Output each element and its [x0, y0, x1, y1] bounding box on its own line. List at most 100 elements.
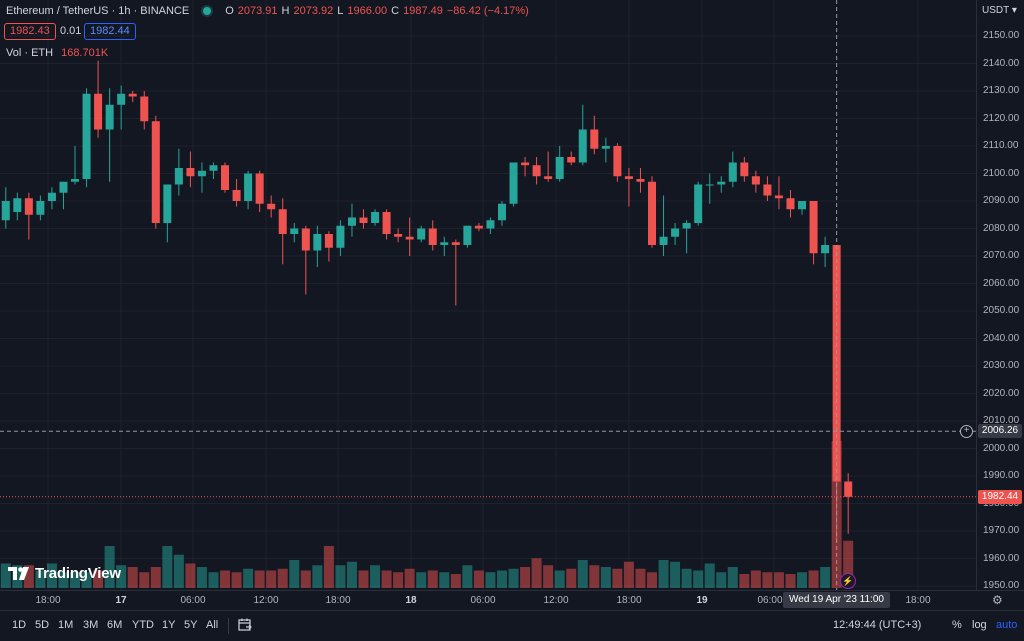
- candle-body: [763, 184, 772, 196]
- sell-price-button[interactable]: 1982.43: [4, 23, 56, 40]
- volume-bar: [658, 560, 669, 588]
- volume-bar: [381, 570, 392, 588]
- volume-bar: [739, 574, 750, 588]
- high-label: H: [281, 5, 290, 17]
- range-button-1m[interactable]: 1M: [58, 619, 74, 631]
- candle-body: [394, 234, 403, 237]
- candle-body: [659, 236, 668, 245]
- volume-bar: [600, 567, 611, 588]
- time-tick-label: 18: [405, 595, 417, 606]
- price-tick-label: 2150.00: [983, 30, 1020, 41]
- range-button-3m[interactable]: 3M: [83, 619, 99, 631]
- price-tick-label: 2140.00: [983, 57, 1020, 69]
- bottom-toolbar: 1D 5D 1M 3M 6M YTD 1Y 5Y All 12:49:44 (UTC+3) % …: [0, 610, 1024, 641]
- volume-bar: [58, 572, 69, 588]
- volume-bar: [635, 568, 646, 588]
- candle-body: [382, 212, 391, 234]
- volume-bar: [681, 568, 692, 588]
- log-scale-button[interactable]: log: [972, 619, 987, 631]
- price-axis[interactable]: USDT ▾ 2150.00 2140.00 2130.00 2120.00 2110.…: [976, 0, 1024, 591]
- percent-scale-button[interactable]: %: [952, 619, 962, 631]
- buy-price-button[interactable]: 1982.44: [84, 23, 136, 40]
- volume-bar: [427, 570, 438, 588]
- volume-bar: [81, 572, 92, 588]
- auto-scale-button[interactable]: auto: [996, 619, 1018, 631]
- volume-bar: [346, 561, 357, 588]
- candle-body: [278, 209, 287, 234]
- candle-body: [532, 165, 541, 177]
- time-axis[interactable]: 18:00 17 06:00 12:00 18:00 18 06:00 12:00 18:00 1…: [0, 590, 1024, 611]
- time-tick-label: 19: [696, 595, 708, 606]
- volume-bar: [554, 570, 565, 588]
- close-label: C: [391, 5, 400, 17]
- candle-body: [648, 181, 657, 245]
- timezone-clock[interactable]: 12:49:44 (UTC+3): [833, 619, 922, 631]
- candle-body: [255, 173, 264, 204]
- volume-bar: [370, 565, 381, 588]
- volume-bar: [70, 572, 81, 588]
- range-button-all[interactable]: All: [206, 619, 219, 631]
- chart-area[interactable]: Ethereum / TetherUS · 1h · BINANCE O 2073…: [0, 0, 976, 590]
- candle-body: [497, 203, 506, 221]
- range-button-6m[interactable]: 6M: [107, 619, 123, 631]
- volume-bar: [566, 568, 577, 588]
- symbol-title[interactable]: Ethereum / TetherUS · 1h · BINANCE: [6, 5, 190, 17]
- volume-bar: [693, 570, 704, 588]
- volume-bar: [289, 560, 300, 588]
- candle-body: [798, 201, 807, 210]
- volume-bar: [612, 568, 623, 588]
- candle-body: [509, 162, 518, 204]
- volume-bar: [473, 570, 484, 588]
- range-button-ytd[interactable]: YTD: [132, 619, 154, 631]
- candle-body: [221, 165, 230, 190]
- tradingview-logo[interactable]: TradingView: [8, 565, 121, 582]
- volume-bar: [416, 572, 427, 588]
- lightning-icon[interactable]: ⚡: [840, 573, 856, 589]
- candle-body: [82, 93, 91, 179]
- volume-bar: [358, 570, 369, 588]
- volume-bar: [254, 570, 265, 588]
- gear-icon[interactable]: ⚙: [992, 593, 1003, 607]
- candle-body: [371, 212, 380, 223]
- open-label: O: [225, 5, 234, 17]
- candle-body: [740, 162, 749, 177]
- volume-bar: [243, 568, 254, 588]
- price-tick-label: 2050.00: [983, 305, 1020, 316]
- calendar-goto-icon[interactable]: [238, 618, 252, 632]
- candle-body: [128, 93, 137, 97]
- time-tick-label: 12:00: [543, 595, 569, 606]
- volume-bar: [277, 568, 288, 588]
- currency-label[interactable]: USDT ▾: [982, 5, 1017, 16]
- price-tick-label: 1970.00: [983, 525, 1020, 536]
- volume-label[interactable]: Vol · ETH: [6, 47, 54, 59]
- price-chart[interactable]: [0, 0, 976, 590]
- candle-body: [567, 157, 576, 163]
- candle-body: [336, 225, 345, 248]
- candle-body: [151, 121, 160, 223]
- price-tick-label: 2100.00: [983, 167, 1020, 179]
- volume-bar: [462, 565, 473, 588]
- volume-bar: [104, 546, 115, 588]
- candle-body: [728, 162, 737, 182]
- price-tick-label: 2020.00: [983, 387, 1020, 399]
- crosshair-time-badge: Wed 19 Apr '23 11:00: [783, 592, 890, 608]
- price-tick-label: 2080.00: [983, 222, 1020, 234]
- volume-bar: [266, 570, 277, 588]
- candle-body: [174, 168, 183, 185]
- candle-body: [705, 184, 714, 186]
- candle-body: [590, 129, 599, 149]
- range-button-1y[interactable]: 1Y: [162, 619, 176, 631]
- candle-body: [71, 179, 80, 182]
- add-plus-icon[interactable]: +: [960, 425, 973, 439]
- candle-body: [463, 225, 472, 245]
- candle-body: [717, 181, 726, 185]
- volume-bar: [450, 574, 461, 588]
- range-button-1d[interactable]: 1D: [12, 619, 27, 631]
- range-button-5d[interactable]: 5D: [35, 619, 50, 631]
- price-tick-label: 2040.00: [983, 332, 1020, 344]
- volume-bar: [496, 570, 507, 588]
- price-tick-label: 1950.00: [983, 580, 1020, 591]
- range-button-5y[interactable]: 5Y: [184, 619, 198, 631]
- candle-body: [601, 146, 610, 149]
- candle-body: [405, 236, 414, 240]
